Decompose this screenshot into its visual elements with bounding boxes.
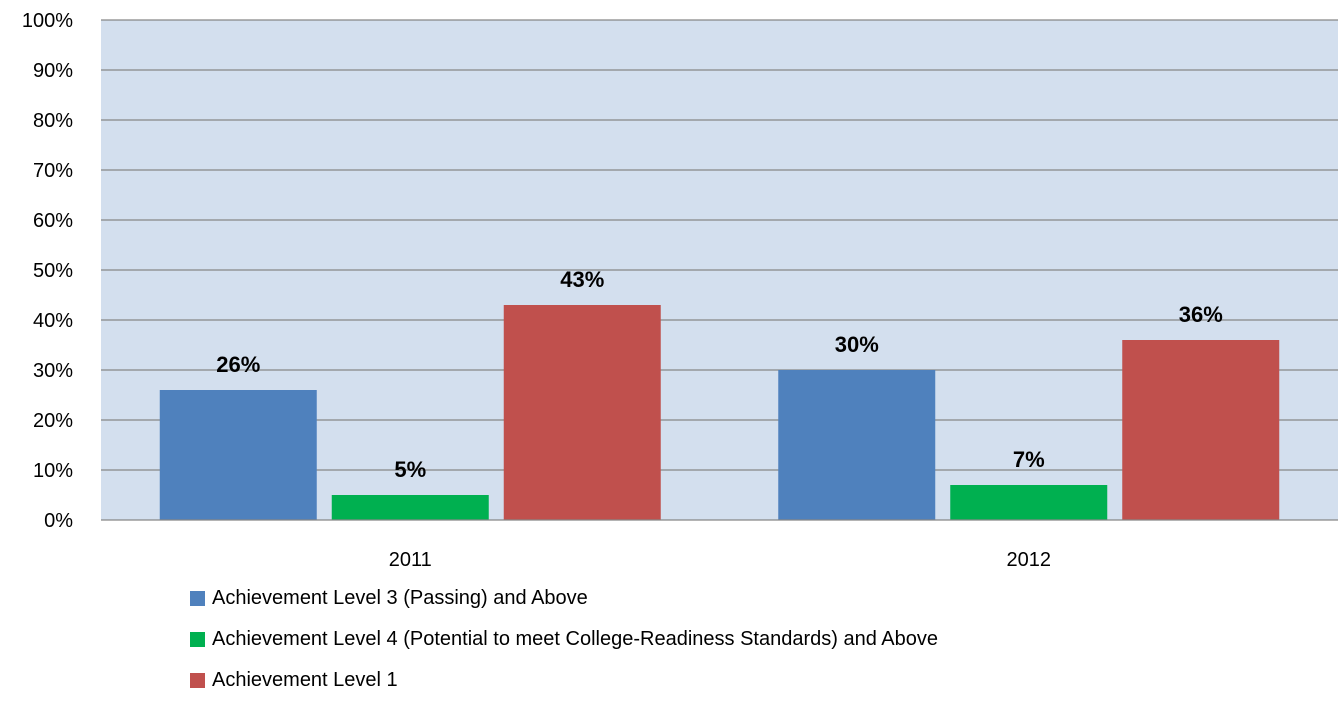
legend-swatch-red xyxy=(190,672,205,688)
data-label: 7% xyxy=(1013,447,1045,472)
data-label: 30% xyxy=(835,332,879,357)
data-label: 36% xyxy=(1179,302,1223,327)
y-tick-label: 20% xyxy=(33,410,73,432)
y-tick-label: 60% xyxy=(33,210,73,232)
y-tick-label: 10% xyxy=(33,460,73,482)
legend-item-level-1: Achievement Level 1 xyxy=(190,668,938,691)
y-tick-label: 50% xyxy=(33,260,73,282)
y-tick-label: 30% xyxy=(33,360,73,382)
legend-label: Achievement Level 1 xyxy=(212,668,398,691)
x-axis-tick-labels: 2011 2012 xyxy=(389,549,1051,571)
x-tick-label: 2011 xyxy=(389,549,432,571)
bar xyxy=(1122,340,1280,520)
y-tick-label: 0% xyxy=(44,510,73,532)
x-tick-label: 2012 xyxy=(1007,549,1052,571)
bar xyxy=(159,390,317,520)
y-tick-label: 90% xyxy=(33,60,73,82)
bars xyxy=(159,305,1280,520)
data-label: 43% xyxy=(560,267,604,292)
legend-label: Achievement Level 3 (Passing) and Above xyxy=(212,586,588,609)
gridlines xyxy=(101,19,1338,471)
legend-item-level-4: Achievement Level 4 (Potential to meet C… xyxy=(190,627,938,650)
y-tick-label: 100% xyxy=(22,10,73,32)
bar xyxy=(331,495,489,520)
data-labels: 26% 5% 43% 30% 7% 36% xyxy=(216,267,1223,482)
legend-label: Achievement Level 4 (Potential to meet C… xyxy=(212,627,938,650)
legend-swatch-green xyxy=(190,631,205,647)
bar xyxy=(503,305,661,520)
data-label: 26% xyxy=(216,352,260,377)
data-label: 5% xyxy=(394,457,426,482)
y-axis-tick-labels: 0% 10% 20% 30% 40% 50% 60% 70% 80% 90% 100% xyxy=(22,10,73,532)
bar xyxy=(778,370,936,520)
legend: Achievement Level 3 (Passing) and Above … xyxy=(190,586,938,711)
y-tick-label: 40% xyxy=(33,310,73,332)
bar xyxy=(950,485,1108,520)
y-tick-label: 70% xyxy=(33,160,73,182)
legend-swatch-blue xyxy=(190,590,205,606)
legend-item-level-3: Achievement Level 3 (Passing) and Above xyxy=(190,586,938,609)
y-tick-label: 80% xyxy=(33,110,73,132)
